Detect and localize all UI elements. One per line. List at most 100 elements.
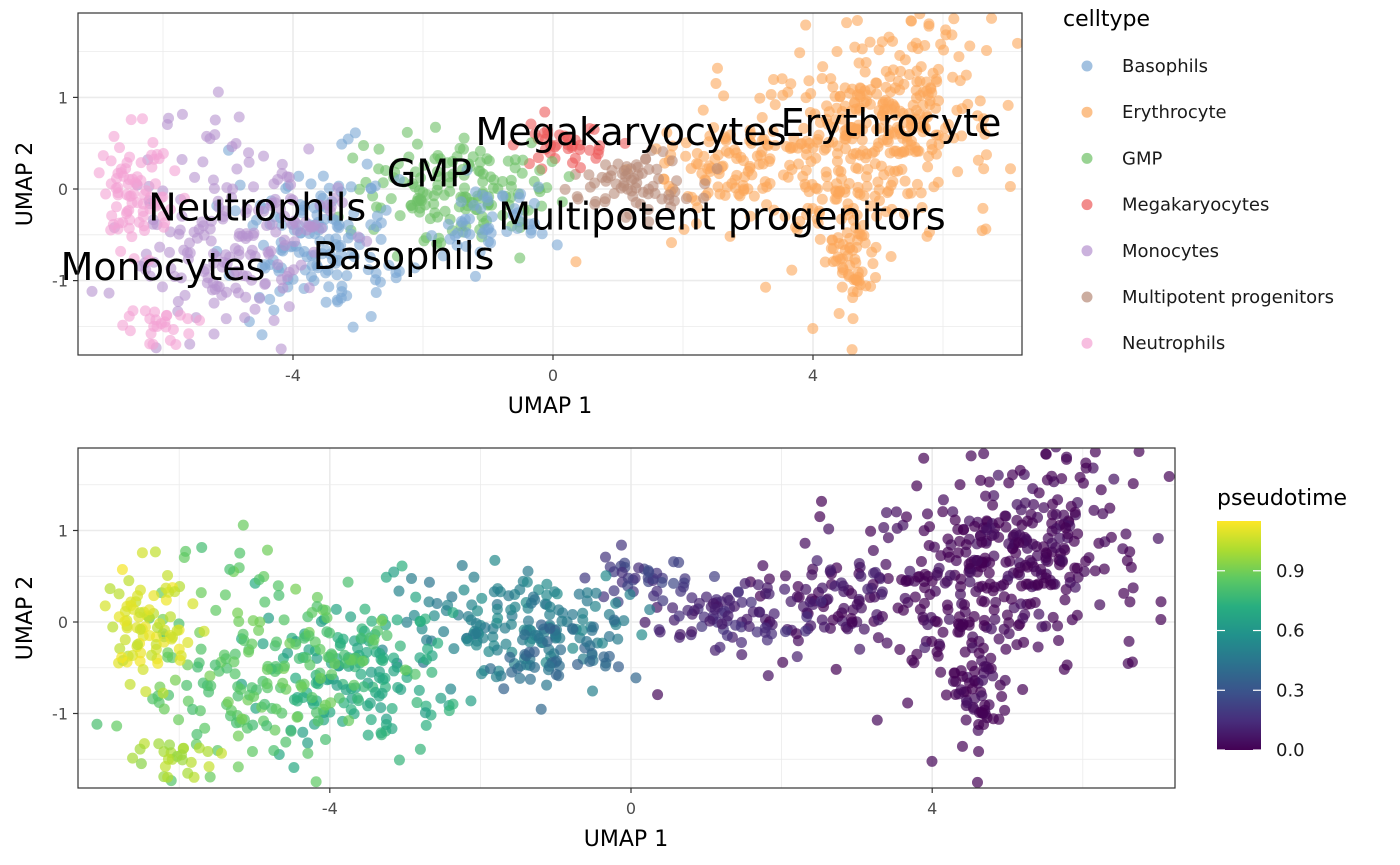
pseudotime-point	[931, 569, 943, 581]
pseudotime-point	[1108, 473, 1120, 485]
pseudotime-point	[488, 586, 500, 598]
pseudotime-point	[195, 587, 207, 599]
celltype-point	[147, 338, 159, 350]
celltype-panel: MegakaryocytesErythrocyteGMPMultipotent …	[13, 7, 1334, 419]
pseudotime-point	[777, 656, 789, 668]
pseudotime-point	[162, 651, 174, 663]
pseudotime-point	[119, 634, 131, 646]
pseudotime-point	[576, 624, 588, 636]
celltype-point	[246, 244, 258, 256]
celltype-point	[691, 218, 703, 230]
pseudotime-point	[448, 643, 460, 655]
celltype-point	[323, 281, 335, 293]
pseudotime-point	[123, 575, 135, 587]
celltype-point	[270, 226, 282, 238]
pseudotime-point	[1005, 593, 1017, 605]
pseudotime-point	[995, 372, 1006, 383]
pseudotime-point	[116, 563, 128, 575]
pseudotime-point	[143, 604, 155, 616]
celltype-point	[497, 175, 509, 187]
pseudotime-point	[152, 657, 164, 669]
pseudotime-point	[420, 719, 432, 731]
pseudotime-point	[1015, 598, 1027, 610]
pseudotime-point	[969, 665, 981, 677]
pseudotime-point	[1033, 487, 1045, 499]
celltype-point	[314, 199, 326, 211]
celltype-point	[114, 142, 126, 154]
pseudotime-point	[943, 613, 955, 625]
celltype-point	[892, 165, 904, 177]
pseudotime-point	[1095, 484, 1107, 496]
pseudotime-point	[959, 646, 971, 658]
pseudotime-point	[470, 618, 482, 630]
pseudotime-point	[1124, 546, 1136, 558]
celltype-point	[873, 137, 885, 149]
celltype-point	[885, 251, 897, 263]
pseudotime-point	[253, 624, 265, 636]
celltype-point	[283, 301, 295, 313]
celltype-point	[817, 61, 829, 73]
pseudotime-point	[525, 597, 537, 609]
pseudotime-point	[768, 608, 780, 620]
celltype-point	[347, 321, 359, 333]
pseudotime-point	[1047, 611, 1059, 623]
pseudotime-point	[876, 610, 888, 622]
celltype-point	[348, 207, 360, 219]
pseudotime-point	[149, 546, 161, 558]
pseudotime-point	[1098, 563, 1110, 575]
celltype-point	[834, 91, 846, 103]
pseudotime-point	[280, 736, 292, 748]
celltype-point	[202, 272, 214, 284]
celltype-point	[811, 136, 823, 148]
celltype-point	[800, 92, 812, 104]
pseudotime-point	[290, 638, 302, 650]
pseudotime-point	[959, 599, 971, 611]
pseudotime-point	[639, 616, 651, 628]
celltype-point	[429, 153, 441, 165]
pseudotime-point	[182, 637, 194, 649]
pseudotime-point	[311, 591, 323, 603]
celltype-point	[816, 193, 828, 205]
pseudotime-point	[608, 614, 620, 626]
pseudotime-point	[965, 450, 977, 462]
pseudotime-point	[162, 570, 174, 582]
colorbar-title: pseudotime	[1217, 486, 1347, 511]
pseudotime-point	[365, 666, 377, 678]
pseudotime-point	[983, 476, 995, 488]
pseudotime-point	[589, 600, 601, 612]
pseudotime-point	[947, 506, 959, 518]
pseudotime-colorbar: pseudotime 0.0 0.3 0.6 0.9	[1217, 486, 1347, 761]
celltype-point	[837, 264, 849, 276]
celltype-point	[149, 306, 161, 318]
celltype-point	[393, 265, 405, 277]
pseudotime-point	[163, 739, 175, 751]
celltype-point	[469, 270, 481, 282]
celltype-point	[919, 121, 931, 133]
celltype-point	[710, 77, 722, 89]
pseudotime-point	[544, 622, 556, 634]
pseudotime-point	[388, 566, 400, 578]
celltype-point	[914, 75, 926, 87]
celltype-point	[311, 259, 323, 271]
pseudotime-point	[668, 577, 680, 589]
legend-entries: Basophils Erythrocyte GMP Megakaryocytes Mon…	[1081, 56, 1334, 354]
celltype-point	[133, 216, 145, 228]
celltype-point	[414, 185, 426, 197]
pseudotime-point	[338, 649, 350, 661]
celltype-point	[245, 389, 256, 400]
pseudotime-point	[1133, 448, 1145, 458]
celltype-point	[124, 151, 136, 163]
celltype-point	[805, 155, 817, 167]
pseudotime-point	[167, 631, 179, 643]
celltype-point	[631, 177, 643, 189]
pseudotime-point	[368, 634, 380, 646]
pseudotime-point	[830, 663, 842, 675]
celltype-point	[303, 143, 315, 155]
top-panel-border	[77, 12, 1023, 356]
pseudotime-point	[462, 635, 474, 647]
celltype-point	[432, 211, 444, 223]
pseudotime-point	[271, 636, 283, 648]
pseudotime-point	[1024, 555, 1036, 567]
pseudotime-point	[521, 576, 533, 588]
